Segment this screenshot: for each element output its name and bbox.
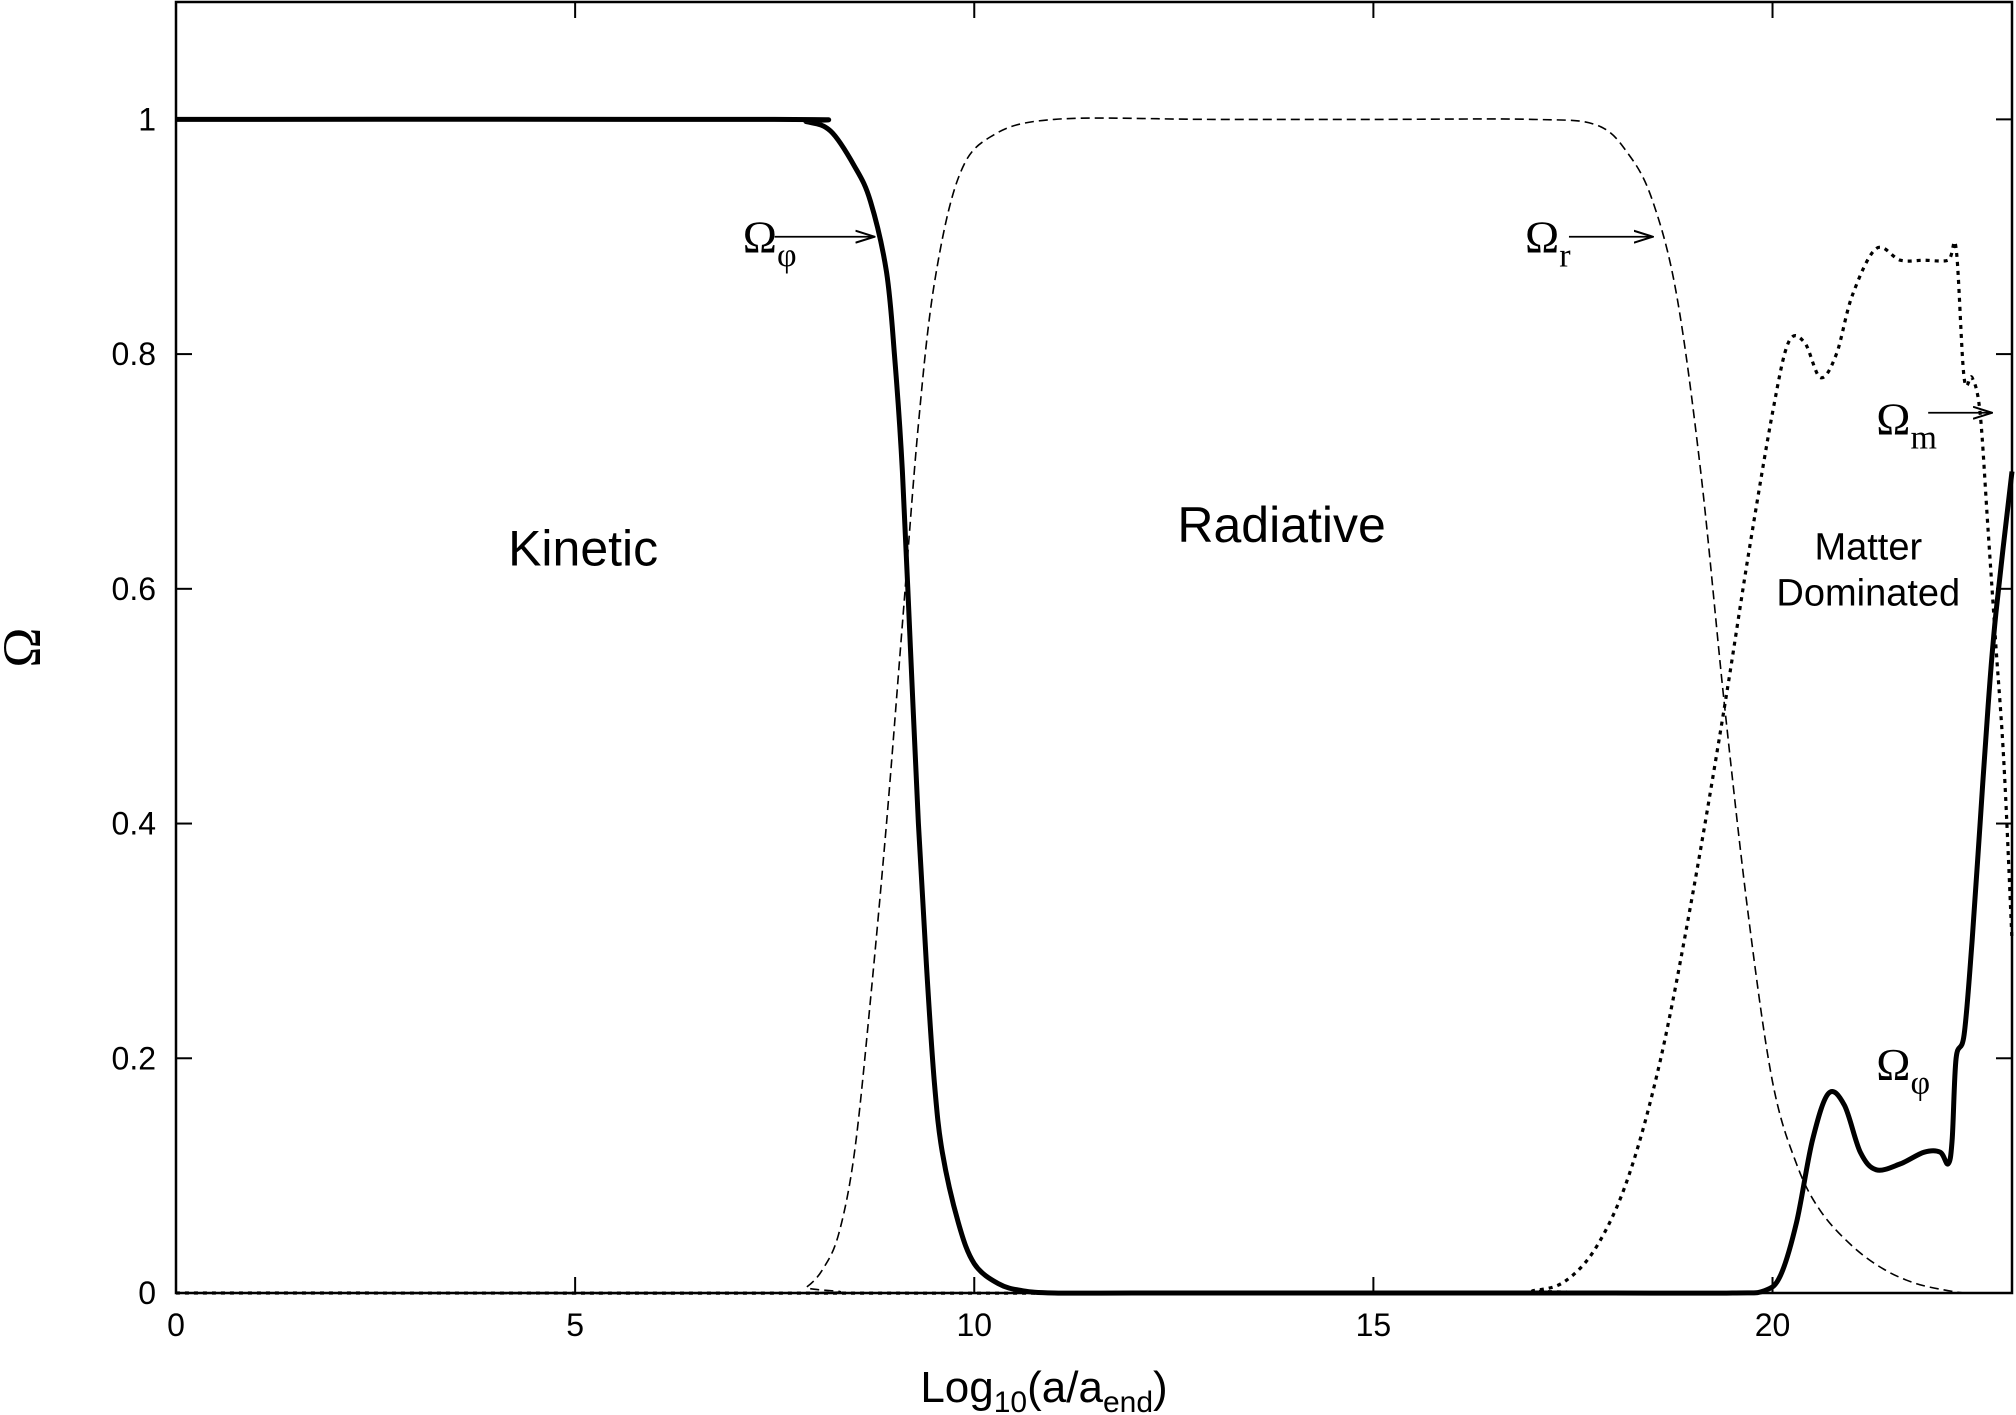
plot-frame xyxy=(176,2,2012,1293)
y-tick-label: 0 xyxy=(138,1275,156,1311)
y-tick-label: 0.6 xyxy=(112,571,156,607)
x-tick-label: 10 xyxy=(956,1307,992,1343)
x-tick-label: 5 xyxy=(566,1307,584,1343)
annotation-omega-m: Ωm xyxy=(1876,394,1937,457)
y-tick-label: 0.4 xyxy=(112,806,156,842)
ticks xyxy=(176,2,2012,1293)
annotations: Ωφ Ωr Ωm Ωφ xyxy=(743,212,1992,1102)
x-axis-label-main: Log xyxy=(920,1363,993,1412)
tick-labels: 0 5 10 15 20 0 0.2 0.4 0.6 0.8 1 xyxy=(112,101,1791,1343)
region-label-kinetic: Kinetic xyxy=(508,520,658,576)
annotation-omega-r: Ωr xyxy=(1525,212,1571,275)
annotation-omega-phi_bottom: Ωφ xyxy=(1876,1039,1930,1102)
series-lines xyxy=(176,118,2012,1293)
y-tick-label: 0.8 xyxy=(112,336,156,372)
x-axis-label-paren: (a/a xyxy=(1027,1363,1103,1412)
region-label-matter: Matter xyxy=(1814,526,1922,568)
x-tick-label: 20 xyxy=(1755,1307,1791,1343)
x-axis-label: Log10(a/aend) xyxy=(920,1363,1167,1415)
x-tick-label: 15 xyxy=(1356,1307,1392,1343)
y-tick-label: 0.2 xyxy=(112,1040,156,1076)
annotation-omega-phi_top: Ωφ xyxy=(743,212,797,275)
series-line-omega-r xyxy=(176,118,1964,1293)
x-axis-label-close: ) xyxy=(1153,1363,1168,1412)
region-label-radiative: Radiative xyxy=(1177,497,1385,553)
region-label-matter: Dominated xyxy=(1776,572,1960,614)
y-axis-label: Ω xyxy=(0,627,52,667)
series-line-omega-phi xyxy=(176,119,2012,1293)
x-axis-label-sub2: end xyxy=(1103,1386,1153,1415)
y-tick-label: 1 xyxy=(138,101,156,137)
series-line-omega-m xyxy=(176,242,2012,1293)
x-axis-label-sub: 10 xyxy=(994,1386,1027,1415)
x-tick-label: 0 xyxy=(167,1307,185,1343)
